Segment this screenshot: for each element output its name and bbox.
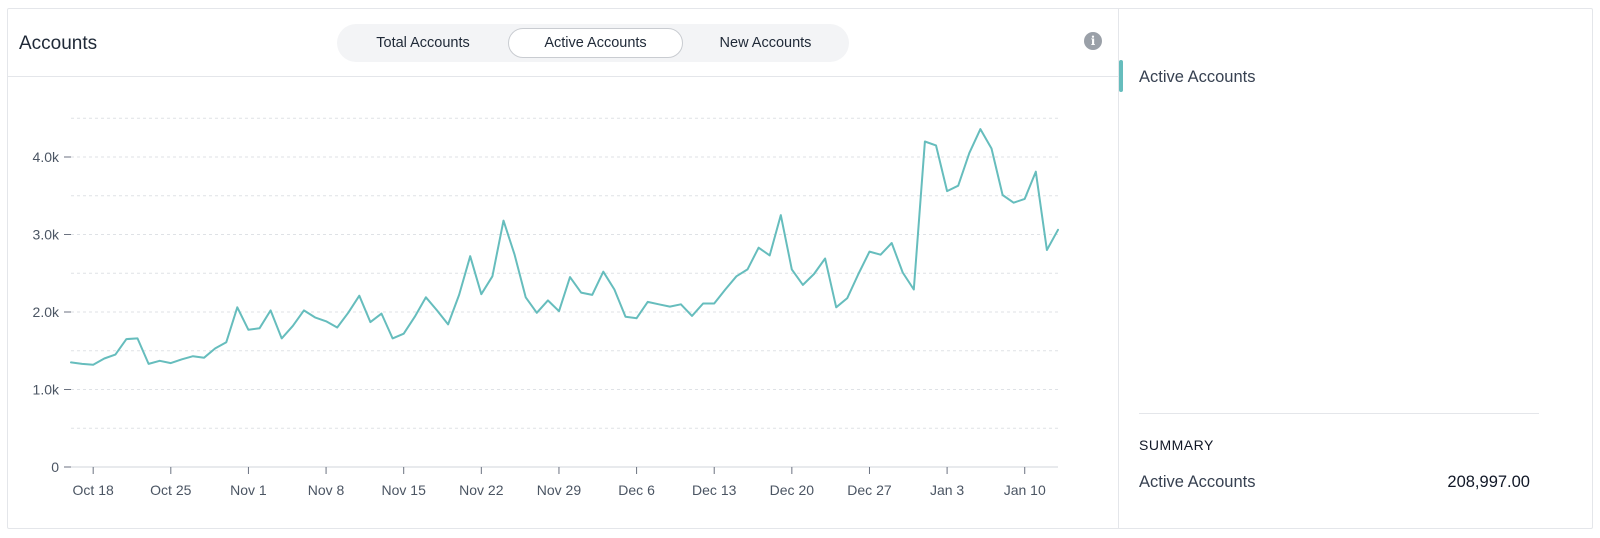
side-panel: Active Accounts SUMMARY Active Accounts … (1119, 9, 1592, 528)
legend-label: Active Accounts (1139, 68, 1256, 86)
chart-pane: Accounts Total Accounts Active Accounts … (8, 9, 1118, 528)
tab-total-accounts[interactable]: Total Accounts (376, 35, 470, 51)
x-tick-label: Dec 13 (692, 482, 737, 498)
pane-divider (1118, 9, 1119, 528)
x-tick-label: Nov 1 (230, 482, 267, 498)
x-tick-label: Nov 29 (537, 482, 582, 498)
chart-header: Accounts Total Accounts Active Accounts … (8, 9, 1118, 77)
x-tick-label: Oct 18 (73, 482, 114, 498)
y-tick-label: 4.0k (33, 149, 60, 165)
tab-active-accounts[interactable]: Active Accounts (508, 28, 683, 58)
series-line-active-accounts[interactable] (70, 128, 1059, 366)
x-tick-label: Oct 25 (150, 482, 191, 498)
x-tick-label: Jan 10 (1004, 482, 1046, 498)
x-tick-label: Nov 15 (382, 482, 427, 498)
y-tick-label: 1.0k (33, 382, 60, 398)
x-tick-label: Dec 20 (770, 482, 815, 498)
line-chart: 0 1.0k 2.0k 3.0k 4.0k Oct 18 Oct 25 Nov 1 Nov 8 N… (33, 117, 1059, 498)
x-tick-label: Dec 6 (618, 482, 655, 498)
y-tick-label: 2.0k (33, 304, 60, 320)
page-title: Accounts (19, 33, 98, 54)
x-tick-label: Nov 8 (308, 482, 345, 498)
summary-label: Active Accounts (1139, 473, 1256, 491)
x-tick-label: Nov 22 (459, 482, 504, 498)
metric-tab-group: Total Accounts Active Accounts New Accou… (337, 24, 849, 62)
info-icon[interactable]: i (1084, 32, 1102, 50)
summary-title: SUMMARY (1139, 437, 1214, 453)
y-tick-label: 0 (51, 459, 59, 475)
legend-color-swatch (1119, 60, 1123, 92)
tab-new-accounts[interactable]: New Accounts (719, 35, 812, 51)
x-tick-label: Jan 3 (930, 482, 964, 498)
y-tick-label: 3.0k (33, 227, 60, 243)
summary-value: 208,997.00 (1447, 473, 1530, 491)
accounts-card: Accounts Total Accounts Active Accounts … (7, 8, 1593, 529)
x-tick-label: Dec 27 (847, 482, 892, 498)
summary-divider (1139, 413, 1539, 414)
